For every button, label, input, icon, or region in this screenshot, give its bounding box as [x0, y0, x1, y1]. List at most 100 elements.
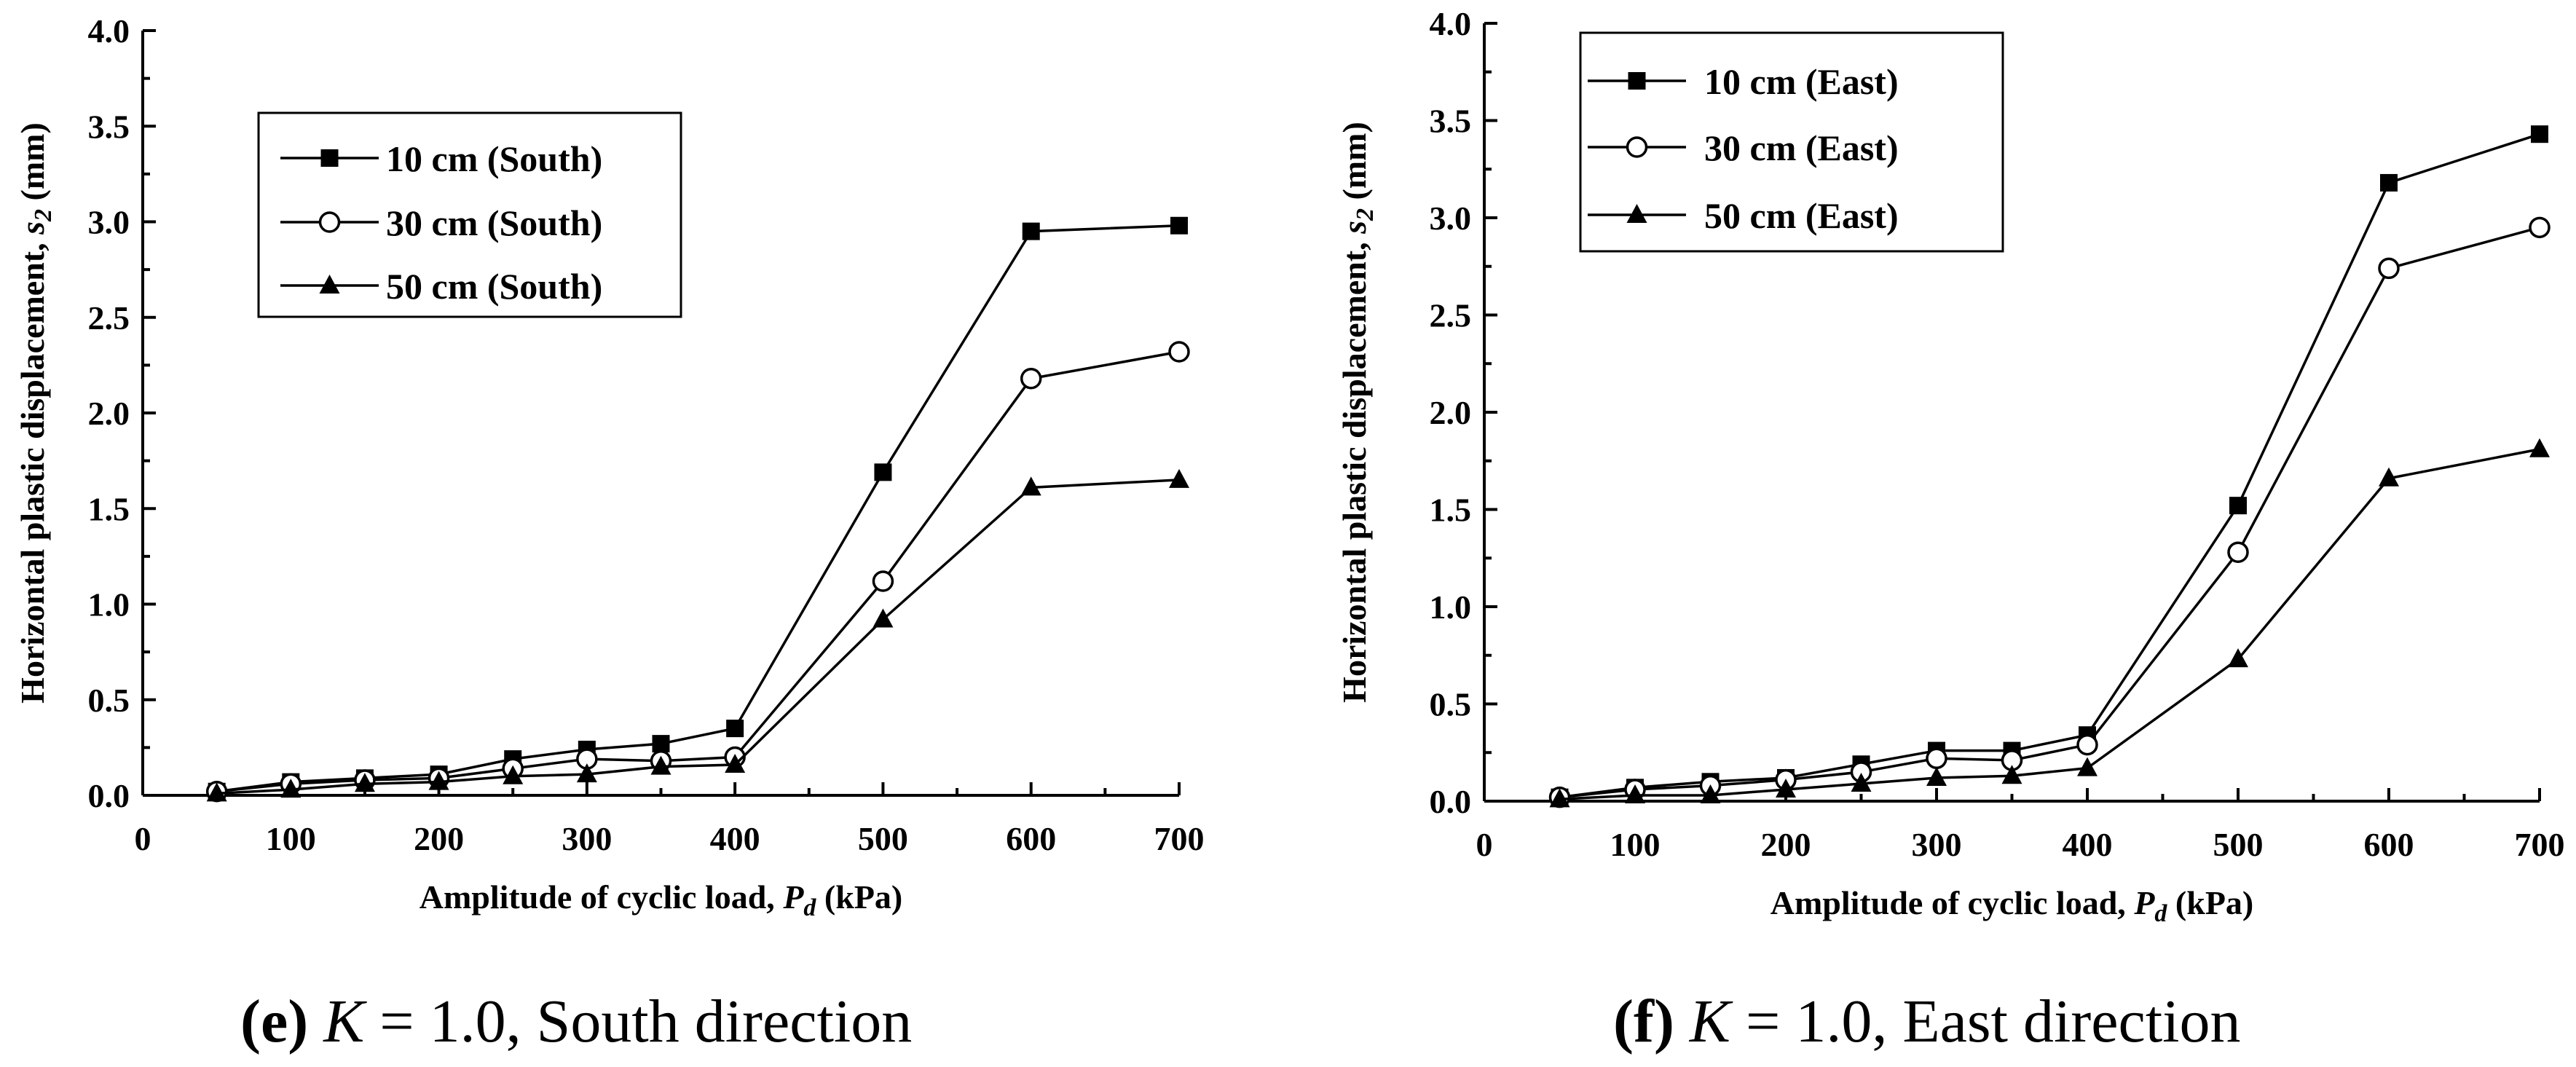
data-point — [873, 608, 894, 628]
data-point — [576, 763, 597, 783]
y-tick-label: 0.5 — [1430, 686, 1472, 723]
series-line — [1559, 226, 2540, 799]
y-tick-label: 3.5 — [1430, 103, 1472, 140]
x-tick-label: 100 — [1610, 826, 1661, 863]
data-point — [2380, 173, 2398, 192]
x-tick-label: 300 — [562, 820, 612, 857]
series-line — [1559, 448, 2540, 801]
series-triangle — [1549, 438, 2550, 808]
data-point — [2378, 257, 2400, 280]
data-point — [1851, 772, 1872, 792]
data-point — [1169, 468, 1189, 488]
y-axis-label: Horizontal plastic displacement, s2 (mm) — [14, 122, 57, 704]
data-point — [280, 779, 302, 798]
data-point — [1625, 784, 1645, 803]
y-tick-label: 2.5 — [1430, 297, 1472, 334]
data-point — [1926, 766, 1947, 786]
data-point — [725, 754, 746, 773]
data-point — [206, 782, 227, 802]
y-tick-label: 1.0 — [88, 586, 130, 623]
data-point — [2001, 765, 2022, 784]
legend-label: 30 cm (East) — [1704, 127, 1899, 168]
x-axis-label: Amplitude of cyclic load, Pd (kPa) — [420, 878, 903, 921]
x-tick-label: 200 — [1761, 826, 1811, 863]
x-tick-label: 500 — [858, 820, 908, 857]
x-tick-label: 700 — [1154, 820, 1205, 857]
y-tick-label: 0.5 — [88, 682, 130, 719]
chart-panel-f: 0 100 200 300 400 500 600 700 0.0 0.5 1.0 1.5 2.0 2.5… — [1336, 5, 2565, 1055]
data-point — [2379, 467, 2399, 487]
legend-marker-square — [1628, 72, 1646, 90]
panel-caption: (f) K = 1.0, East direction — [1613, 988, 2241, 1055]
y-tick-label: 0.0 — [1430, 783, 1472, 820]
data-point — [1020, 368, 1042, 390]
x-tick-label: 0 — [135, 820, 151, 857]
x-tick-label: 600 — [2364, 826, 2414, 863]
series-line — [216, 350, 1180, 793]
x-tick-label: 400 — [710, 820, 760, 857]
data-point — [2229, 497, 2247, 515]
x-tick-label: 600 — [1006, 820, 1056, 857]
x-tick-label: 0 — [1476, 826, 1493, 863]
data-point — [2529, 438, 2550, 457]
y-tick-label: 2.0 — [88, 395, 130, 432]
legend-marker-triangle — [319, 275, 340, 294]
y-tick-label: 4.0 — [88, 12, 130, 50]
data-point — [1700, 784, 1721, 803]
legend: 10 cm (East) 30 cm (East) 50 cm (East) — [1579, 31, 2004, 253]
data-point — [1022, 222, 1040, 240]
series-circle — [1548, 216, 2551, 808]
data-point — [2529, 216, 2551, 239]
y-tick-label: 3.0 — [1430, 200, 1472, 237]
data-point — [1170, 216, 1188, 235]
data-point — [874, 463, 892, 481]
y-tick-label: 1.5 — [1430, 492, 1472, 529]
y-axis-label: Horizontal plastic displacement, s2 (mm) — [1336, 122, 1379, 703]
legend-label: 30 cm (South) — [386, 202, 602, 243]
x-tick-label: 300 — [1912, 826, 1962, 863]
data-point — [652, 735, 670, 753]
data-point — [354, 773, 375, 792]
series-line — [216, 479, 1180, 795]
legend-marker-circle — [1626, 136, 1648, 158]
data-point — [1776, 778, 1796, 798]
data-point — [726, 720, 744, 738]
x-tick-label: 500 — [2213, 826, 2264, 863]
legend-label: 10 cm (East) — [1704, 61, 1899, 102]
y-tick-label: 3.0 — [88, 204, 130, 241]
legend: 10 cm (South) 30 cm (South) 50 cm (South) — [257, 111, 682, 318]
legend-marker-square — [320, 149, 339, 167]
legend-label: 50 cm (South) — [386, 266, 602, 307]
legend-marker-circle — [318, 211, 341, 233]
y-tick-label: 1.0 — [1430, 588, 1472, 626]
data-point — [650, 755, 671, 775]
panel-caption: (e) K = 1.0, South direction — [240, 988, 912, 1055]
chart-panel-e: 0 100 200 300 400 500 600 700 0.0 0.5 1.0 1.5 2.0 2.5… — [14, 12, 1205, 1055]
y-tick-label: 2.0 — [1430, 394, 1472, 431]
y-tick-label: 4.0 — [1430, 5, 1472, 42]
x-axis-label: Amplitude of cyclic load, Pd (kPa) — [1770, 884, 2254, 927]
data-point — [2077, 757, 2098, 776]
y-tick-label: 1.5 — [88, 490, 130, 527]
data-point — [1020, 476, 1041, 496]
data-point — [503, 765, 524, 784]
data-point — [872, 570, 894, 592]
x-tick-label: 200 — [414, 820, 464, 857]
y-tick-label: 2.5 — [88, 299, 130, 336]
data-point — [1549, 788, 1570, 808]
series-triangle — [206, 468, 1189, 802]
legend-marker-triangle — [1626, 204, 1647, 223]
data-point — [1926, 747, 1947, 770]
data-point — [1168, 341, 1190, 363]
x-tick-label: 700 — [2515, 826, 2565, 863]
legend-label: 50 cm (East) — [1704, 195, 1899, 236]
y-tick-label: 3.5 — [88, 108, 130, 145]
y-tick-label: 0.0 — [88, 777, 130, 814]
legend-label: 10 cm (South) — [386, 138, 602, 179]
data-point — [2227, 541, 2249, 563]
x-tick-label: 100 — [266, 820, 316, 857]
series-circle — [205, 341, 1190, 803]
data-point — [428, 771, 449, 790]
data-point — [2076, 733, 2098, 756]
